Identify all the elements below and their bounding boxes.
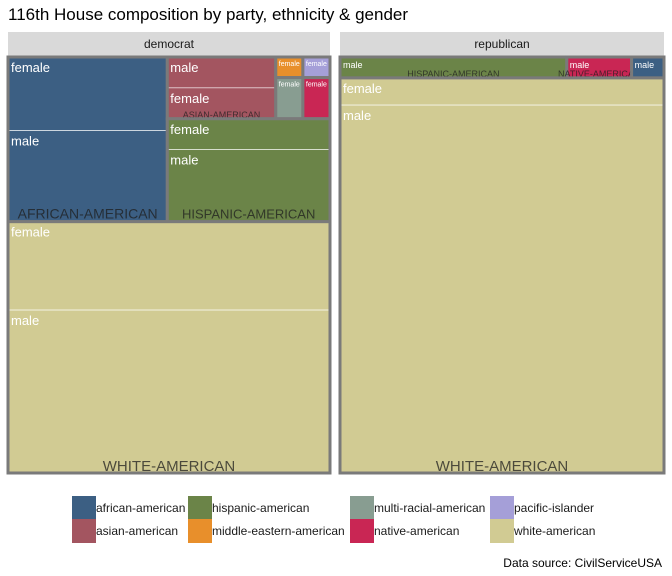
legend-key-native-american (350, 519, 374, 543)
cell-label-p0-g7-female: female (11, 225, 50, 240)
cell-p1-g3-female (339, 77, 665, 106)
group-label-p0-g7: WHITE-AMERICAN (103, 458, 236, 475)
cell-label-p0-g0-male: male (11, 134, 39, 149)
cell-label-p0-g2-male: male (170, 60, 198, 75)
legend-key-multi-racial-american (350, 496, 374, 520)
legend-key-hispanic-american (188, 496, 212, 520)
cell-label-p1-g0-male: male (343, 60, 363, 70)
cell-p0-g0-female (7, 56, 168, 131)
cell-label-p0-g1-female: female (170, 122, 209, 137)
group-border-p0-g7 (6, 220, 332, 475)
legend-label-white-american: white-american (514, 524, 596, 538)
cell-label-p0-g1-male: male (170, 153, 198, 168)
chart-title: 116th House composition by party, ethnic… (8, 5, 409, 24)
cell-p0-g6-female (302, 77, 331, 120)
data-source: Data source: CivilServiceUSA (503, 556, 662, 570)
group-label-p1-g0: HISPANIC-AMERICAN (407, 69, 499, 79)
legend-label-asian-american: asian-american (96, 524, 179, 538)
legend-key-asian-american (72, 519, 96, 543)
legend-label-pacific-islander: pacific-islander (514, 501, 595, 515)
legend-label-multi-racial-american: multi-racial-american (374, 501, 486, 515)
cell-label-p1-g2-male: male (635, 60, 655, 70)
cell-p1-g3-male (339, 104, 665, 474)
legend-key-middle-eastern-american (188, 519, 212, 543)
legend-label-middle-eastern-american: middle-eastern-american (212, 524, 345, 538)
cell-label-p0-g2-female: female (170, 91, 209, 106)
cell-label-p1-g3-female: female (343, 81, 382, 96)
group-label-p0-g2: ASIAN-AMERICAN (183, 110, 261, 120)
cell-p0-g1-male (167, 149, 331, 222)
legend-key-african-american (72, 496, 96, 520)
cell-label-p1-g3-male: male (343, 108, 371, 123)
cell-p0-g7-female (7, 221, 331, 311)
legend-label-african-american: african-american (96, 501, 186, 515)
group-label-p1-g3: WHITE-AMERICAN (436, 458, 569, 475)
cell-label-p0-g3-female: female (279, 61, 300, 68)
panel-strip-republican: republican (340, 32, 664, 56)
cell-p0-g1-female (167, 118, 331, 150)
cell-label-p0-g6-female: female (306, 82, 327, 89)
cell-label-p0-g4-female: female (306, 61, 327, 68)
cell-p0-g7-male (7, 309, 331, 474)
group-label-p1-g1: NATIVE-AMERICAN (558, 69, 640, 79)
cell-label-p0-g0-female: female (11, 60, 50, 75)
group-label-p0-g0: AFRICAN-AMERICAN (18, 206, 158, 222)
cell-label-p0-g7-male: male (11, 313, 39, 328)
legend-key-pacific-islander (490, 496, 514, 520)
group-label-p0-g1: HISPANIC-AMERICAN (182, 207, 315, 222)
panel-strip-democrat: democrat (8, 32, 330, 56)
cell-label-p1-g1-male: male (570, 60, 590, 70)
legend-key-white-american (490, 519, 514, 543)
cell-p0-g0-male (7, 130, 168, 222)
cell-label-p0-g5-female: female (279, 82, 300, 89)
group-border-p1-g3 (338, 76, 666, 475)
legend-label-hispanic-american: hispanic-american (212, 501, 310, 515)
legend-label-native-american: native-american (374, 524, 460, 538)
cell-p0-g5-female (275, 77, 304, 120)
